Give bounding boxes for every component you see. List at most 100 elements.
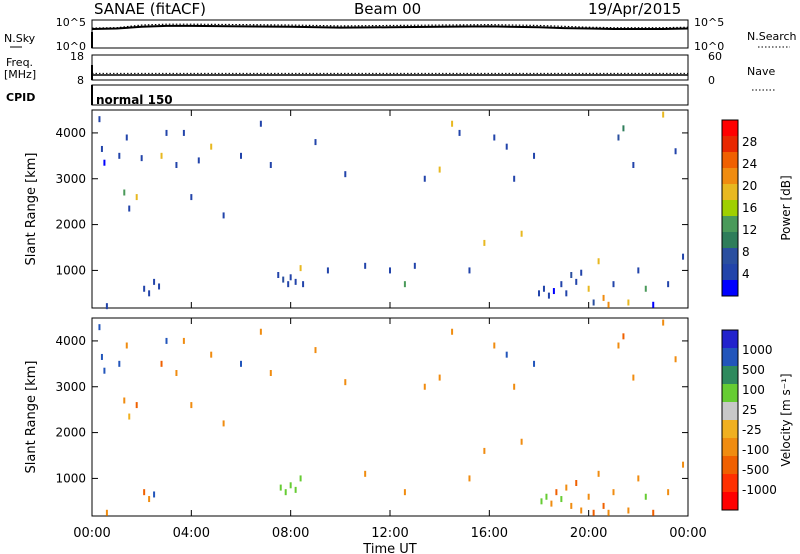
data-point [302,281,305,288]
data-point [587,285,590,292]
data-point [314,139,317,146]
data-point [565,290,568,297]
x-tick-label: 00:00 [73,526,110,541]
data-point [269,370,272,376]
data-point [674,148,677,155]
data-point [153,278,156,285]
data-point [403,489,406,496]
data-point [612,281,615,288]
colorbar-tick-label: 1000 [742,343,773,357]
data-point [682,461,685,468]
x-tick-label: 00:00 [669,526,706,541]
data-point [105,509,108,516]
x-tick-label: 12:00 [371,526,408,541]
data-point [423,383,426,390]
data-point [451,328,454,335]
data-point [98,116,101,123]
data-point [468,475,471,482]
data-point [160,152,163,159]
data-point [505,143,508,150]
data-point [580,269,583,276]
data-point [570,272,573,278]
data-point [182,129,185,136]
x-axis-label: Time UT [362,542,416,554]
colorbar-swatch [722,232,738,249]
freq-panel-frame [91,54,689,81]
data-point [627,299,630,306]
data-point [364,262,367,269]
colorbar-label: Velocity [m s⁻¹] [779,373,793,466]
data-point [364,470,367,477]
colorbar-swatch [722,474,738,493]
data-point [135,402,138,409]
nave-label: Nave [747,65,775,78]
data-point [622,125,625,132]
data-point [128,205,131,212]
data-point [143,285,146,292]
data-point [542,285,545,292]
colorbar-tick-label: -1000 [742,483,777,497]
x-tick-label: 04:00 [173,526,210,541]
data-point [533,360,536,367]
colorbar-swatch [722,420,738,439]
date-title: 19/Apr/2015 [588,0,682,18]
data-point [259,328,262,335]
data-point [282,276,285,283]
station-title: SANAE (fitACF) [94,0,206,18]
colorbar-swatch [722,120,738,137]
colorbar-tick-label: 16 [742,201,757,215]
mhz-label: [MHz] [4,68,36,81]
data-point [135,194,138,201]
colorbar-swatch [722,280,738,297]
data-point [667,281,670,288]
colorbar-tick-label: -500 [742,463,769,477]
data-point [565,484,568,491]
data-point [597,258,600,265]
data-point [289,482,292,489]
data-point [158,283,161,290]
data-point [622,333,625,340]
data-point [540,498,543,505]
colorbar-tick-label: 500 [742,363,765,377]
data-point [148,496,151,503]
colorbar-tick-label: 28 [742,135,757,149]
nsearch-tick-right: 10^0 [694,40,724,53]
colorbar-swatch [722,264,738,281]
series-line-nsearch [91,23,689,29]
data-point [100,353,103,360]
data-point [667,489,670,496]
colorbar-tick-label: 100 [742,383,765,397]
colorbar-swatch [722,348,738,367]
data-point [98,324,101,331]
data-point [165,129,168,136]
data-point [438,166,441,173]
x-tick-label: 16:00 [471,526,508,541]
data-point [602,294,605,301]
colorbar-swatch [722,216,738,233]
data-point [493,134,496,141]
data-point [662,111,665,118]
data-point [210,351,213,358]
data-point [413,262,416,269]
nsky-tick-left: 10^0 [56,40,86,53]
data-point [538,290,540,297]
data-point [160,360,163,367]
colorbar-tick-label: 4 [742,267,750,281]
data-point [423,175,426,182]
colorbar-swatch [722,330,738,349]
data-point [103,367,106,374]
data-point [652,509,655,516]
data-point [560,281,563,288]
data-point [344,379,347,386]
data-point [240,152,242,159]
colorbar-tick-label: -100 [742,443,769,457]
data-point [555,489,558,496]
data-point [458,129,461,136]
colorbar-swatch [722,402,738,421]
data-point [314,347,317,354]
colorbar-frame-velocity [721,329,739,511]
data-point [403,281,406,288]
freq-label: Freq. [6,56,33,69]
data-point [123,397,126,404]
data-point [125,342,128,349]
